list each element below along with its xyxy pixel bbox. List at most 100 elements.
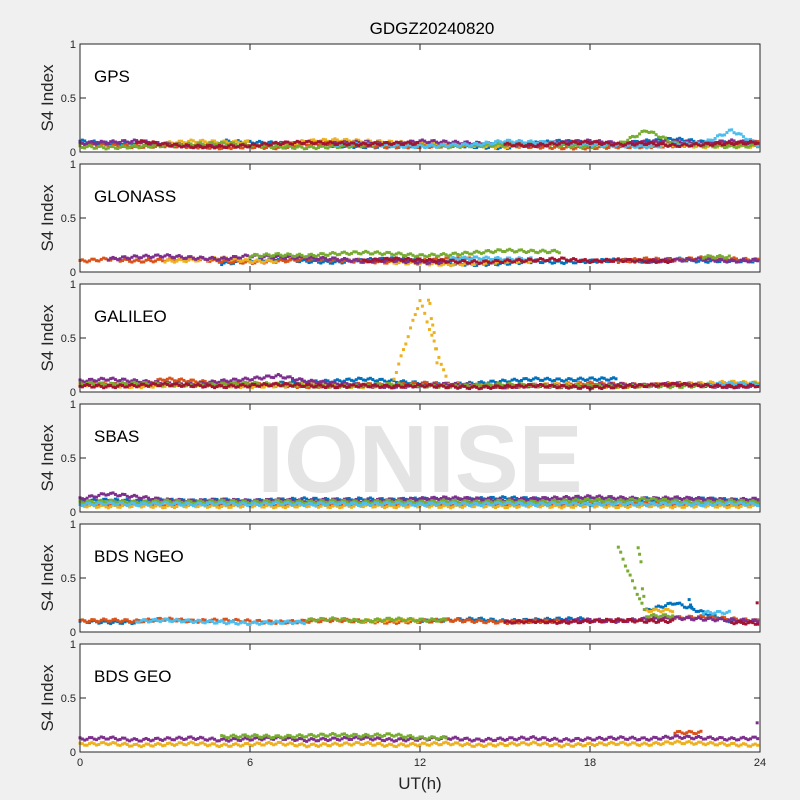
data-point — [333, 137, 337, 141]
data-point — [241, 377, 245, 381]
data-point — [376, 379, 379, 383]
data-point — [465, 497, 469, 501]
data-point — [498, 260, 502, 264]
data-point — [524, 251, 528, 255]
data-point — [255, 140, 259, 144]
data-point — [588, 139, 592, 143]
data-point — [123, 255, 127, 259]
data-point — [250, 142, 254, 146]
data-point — [420, 138, 424, 142]
data-point — [357, 251, 361, 255]
data-point — [531, 144, 535, 148]
data-point — [548, 260, 552, 264]
data-point — [425, 145, 429, 149]
data-point — [123, 385, 127, 389]
data-point — [342, 379, 346, 383]
data-point — [427, 263, 431, 267]
data-point — [590, 141, 594, 145]
data-point — [574, 379, 578, 383]
data-point — [288, 252, 292, 256]
data-point — [737, 140, 741, 144]
data-point — [291, 496, 294, 500]
data-point — [80, 138, 84, 142]
data-point — [642, 129, 646, 133]
data-point — [111, 255, 115, 259]
data-point — [229, 503, 233, 507]
data-point — [699, 141, 703, 145]
data-point — [239, 146, 243, 150]
data-point — [352, 260, 356, 264]
data-point — [288, 142, 292, 146]
data-point — [515, 383, 519, 387]
data-point — [725, 256, 729, 260]
data-point — [432, 497, 436, 501]
data-point — [331, 141, 335, 145]
data-point — [302, 139, 306, 143]
data-point — [671, 258, 675, 262]
data-point — [744, 140, 748, 144]
data-point — [338, 384, 342, 388]
data-point — [692, 385, 696, 389]
data-point — [156, 141, 160, 145]
data-point — [314, 496, 318, 500]
data-point — [704, 141, 708, 145]
data-point — [309, 252, 313, 256]
data-point — [335, 146, 339, 150]
data-point — [437, 144, 441, 148]
data-point — [708, 138, 712, 142]
data-point — [92, 146, 96, 150]
data-point — [614, 377, 618, 381]
data-point — [635, 384, 639, 388]
data-point — [283, 256, 287, 260]
data-point — [600, 260, 604, 264]
data-point — [675, 141, 679, 145]
data-point — [491, 379, 495, 383]
data-point — [231, 381, 235, 385]
data-point — [130, 382, 134, 386]
data-point — [144, 258, 148, 262]
data-point — [461, 263, 464, 267]
data-point — [92, 257, 96, 261]
data-point — [373, 379, 377, 383]
data-point — [215, 381, 219, 385]
data-point — [734, 381, 738, 385]
data-point — [413, 381, 417, 385]
data-point — [123, 257, 127, 261]
data-point — [130, 379, 134, 383]
data-point — [732, 131, 736, 135]
data-point — [291, 384, 294, 388]
data-point — [316, 140, 320, 144]
data-point — [633, 141, 637, 145]
data-point — [326, 139, 330, 143]
data-point — [213, 139, 217, 143]
data-point — [659, 258, 663, 262]
data-point — [638, 144, 642, 148]
data-point — [125, 385, 129, 389]
data-point — [612, 259, 616, 263]
data-point — [730, 381, 734, 385]
data-point — [477, 143, 481, 147]
data-point — [439, 362, 443, 366]
data-point — [534, 259, 538, 263]
data-point — [194, 257, 198, 261]
data-point — [142, 139, 146, 143]
data-point — [723, 146, 727, 150]
data-point — [725, 260, 729, 264]
data-point — [541, 145, 545, 149]
data-point — [456, 385, 460, 389]
data-point — [607, 146, 611, 150]
data-point — [468, 144, 472, 148]
data-point — [694, 503, 698, 507]
data-point — [307, 261, 311, 265]
data-point — [102, 146, 106, 150]
data-point — [295, 256, 299, 260]
data-point — [274, 255, 278, 259]
data-point — [272, 382, 276, 386]
data-point — [366, 143, 370, 147]
data-point — [300, 142, 304, 146]
data-point — [496, 139, 500, 143]
data-point — [680, 137, 684, 141]
data-point — [338, 379, 342, 383]
data-point — [541, 142, 545, 146]
data-point — [621, 386, 625, 390]
